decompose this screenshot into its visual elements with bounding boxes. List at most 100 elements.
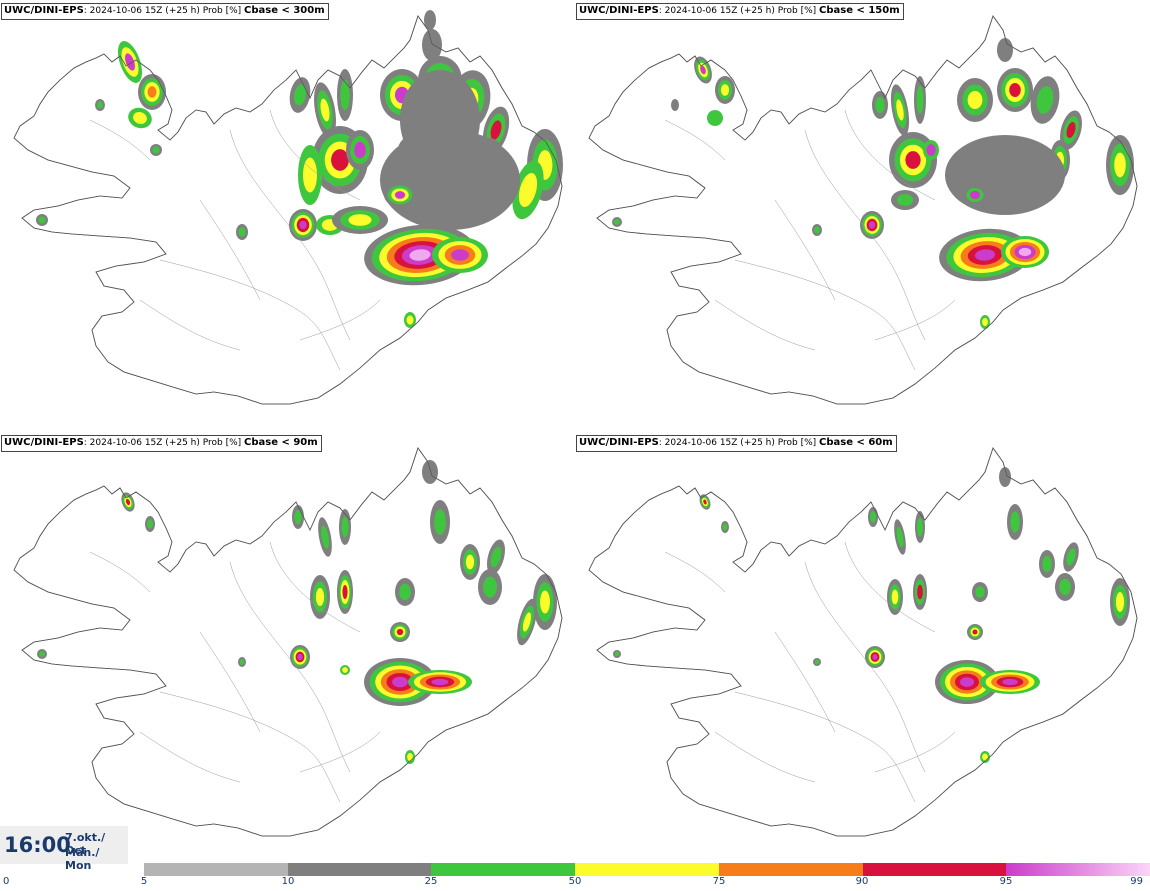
probability-area	[486, 539, 506, 575]
probability-fields	[37, 460, 557, 764]
probability-area	[813, 658, 821, 666]
probability-area	[95, 99, 105, 111]
colorbar-segment	[144, 863, 288, 876]
probability-area	[972, 582, 988, 602]
probability-area	[1063, 542, 1079, 572]
probability-area	[292, 505, 304, 529]
probability-area	[1007, 504, 1023, 540]
probability-area	[298, 145, 322, 205]
probability-area	[980, 751, 990, 763]
probability-area	[340, 665, 350, 675]
map-panel-150m: UWC/DINI-EPS: 2024-10-06 15Z (+25 h) Pro…	[575, 0, 1150, 440]
probability-area	[945, 135, 1065, 215]
probability-area	[138, 74, 166, 110]
probability-area	[405, 750, 415, 764]
colorbar-segment	[287, 863, 432, 876]
probability-area	[422, 29, 442, 61]
map-panel-60m: UWC/DINI-EPS: 2024-10-06 15Z (+25 h) Pro…	[575, 432, 1150, 872]
colorbar-tick-label: 90	[855, 876, 869, 887]
probability-area	[337, 69, 353, 121]
probability-area	[1055, 573, 1075, 601]
colorbar-tick-label: 99	[1130, 876, 1143, 887]
probability-area	[337, 570, 353, 614]
probability-area	[332, 206, 388, 234]
probability-area	[997, 68, 1033, 112]
map-panel-300m: UWC/DINI-EPS: 2024-10-06 15Z (+25 h) Pro…	[0, 0, 575, 440]
probability-area	[721, 521, 729, 533]
probability-area	[290, 645, 310, 669]
probability-area	[997, 38, 1013, 62]
probability-area	[694, 56, 712, 84]
probability-area	[872, 91, 888, 119]
iceland-probability-map	[13, 10, 563, 405]
probability-area	[424, 10, 436, 30]
probability-area	[460, 544, 480, 580]
probability-area	[150, 144, 162, 156]
probability-colorbar	[144, 863, 1150, 876]
map-panel-90m: UWC/DINI-EPS: 2024-10-06 15Z (+25 h) Pro…	[0, 432, 575, 872]
probability-area	[865, 646, 885, 668]
probability-area	[963, 185, 987, 205]
roads-and-borders	[13, 447, 563, 837]
probability-area	[612, 217, 622, 227]
probability-area	[699, 494, 711, 510]
probability-area	[236, 224, 248, 240]
colorbar-tick-label: 0	[3, 876, 10, 887]
probability-area	[404, 312, 416, 328]
probability-area	[128, 107, 152, 129]
probability-area	[957, 78, 993, 122]
probability-area	[395, 578, 415, 606]
probability-area	[346, 130, 374, 170]
probability-area	[1039, 550, 1055, 578]
probability-area	[935, 660, 999, 704]
roads-and-borders	[588, 447, 1138, 837]
probability-area	[914, 76, 926, 124]
probability-area	[915, 511, 925, 543]
iceland-probability-map	[588, 447, 1138, 837]
probability-area	[517, 598, 537, 646]
iceland-probability-map	[13, 447, 563, 837]
probability-fields	[613, 467, 1130, 763]
probability-area	[1060, 110, 1082, 150]
probability-area	[1030, 76, 1060, 124]
roads-and-borders	[588, 15, 1138, 405]
probability-area	[923, 140, 939, 160]
probability-area	[117, 41, 143, 83]
probability-area	[238, 657, 246, 667]
probability-area	[671, 99, 679, 111]
probability-area	[890, 84, 910, 136]
probability-area	[1106, 135, 1134, 195]
probability-area	[422, 460, 438, 484]
colorbar-tick-label: 5	[140, 876, 148, 887]
probability-area	[860, 211, 884, 239]
probability-area	[364, 658, 436, 706]
probability-area	[868, 507, 878, 527]
panel-title: UWC/DINI-EPS: 2024-10-06 15Z (+25 h) Pro…	[576, 435, 897, 452]
probability-area	[37, 649, 47, 659]
colorbar-tick-label: 95	[999, 876, 1013, 887]
valid-weekday: Mán./ Mon	[65, 846, 100, 872]
probability-area	[432, 237, 488, 273]
colorbar-segment	[862, 863, 1007, 876]
probability-area	[894, 519, 906, 555]
probability-area	[999, 467, 1011, 487]
probability-area	[145, 516, 155, 532]
colorbar-segment	[575, 863, 719, 876]
panel-title: UWC/DINI-EPS: 2024-10-06 15Z (+25 h) Pro…	[576, 3, 904, 20]
probability-area	[1110, 578, 1130, 626]
probability-area	[390, 622, 410, 642]
probability-area	[408, 670, 472, 694]
probability-area	[967, 624, 983, 640]
colorbar-tick-label: 75	[712, 876, 726, 887]
probability-area	[289, 209, 317, 241]
probability-area	[400, 70, 480, 170]
valid-date: 7.okt./ Oct	[65, 831, 106, 857]
colorbar-segment	[718, 863, 863, 876]
probability-area	[1001, 236, 1049, 268]
probability-area	[887, 579, 903, 615]
probability-area	[613, 650, 621, 658]
valid-time: 16:00	[4, 833, 71, 857]
colorbar-tick-label: 10	[281, 876, 295, 887]
probability-fields	[612, 38, 1134, 329]
probability-area	[980, 315, 990, 329]
